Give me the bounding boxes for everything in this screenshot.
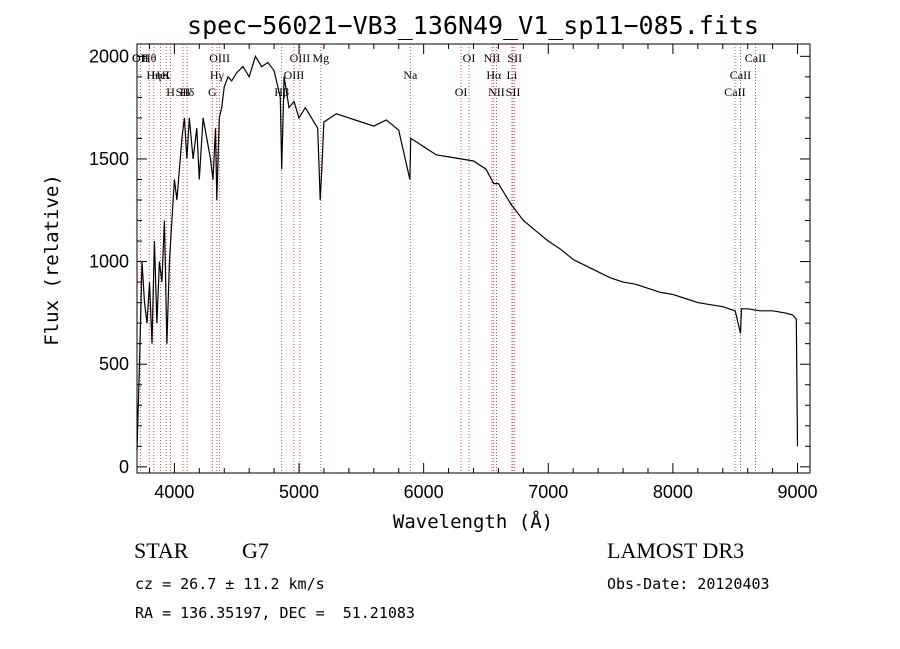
spectral-subclass: G7 [242, 538, 269, 563]
x-tick-label: 6000 [404, 482, 444, 502]
line-label: OII [132, 51, 149, 65]
observation-date: Obs-Date: 20120403 [607, 575, 770, 593]
line-label: CaII [730, 68, 751, 82]
spectrum-line [136, 54, 799, 451]
line-label-group: HθKHδOIIHeISIIOIIHηHOIIIHγGOIIIOIIIHβMgN… [132, 51, 766, 99]
line-label: G [208, 85, 217, 99]
line-label: OI [455, 85, 468, 99]
redshift-velocity: cz = 26.7 ± 11.2 km/s [135, 575, 325, 593]
plot-frame [136, 43, 811, 474]
line-label: Hα [486, 68, 502, 82]
y-tick-label: 2000 [89, 46, 129, 66]
y-tick-label: 0 [119, 457, 129, 477]
line-label: Hη [146, 68, 161, 82]
line-label: Hγ [210, 68, 225, 82]
line-label: OI [463, 51, 476, 65]
line-marker-group [139, 44, 756, 473]
chart-title: spec−56021−VB3_136N49_V1_sp11−085.fits [187, 11, 759, 40]
line-label: Li [507, 68, 518, 82]
y-axis-ticks: 0 500 1000 1500 2000 [89, 46, 810, 477]
y-axis-label: Flux (relative) [41, 174, 63, 346]
x-tick-label: 5000 [279, 482, 319, 502]
object-class: STAR [134, 538, 189, 563]
line-label: Mg [312, 51, 329, 65]
y-tick-label: 1000 [89, 252, 129, 272]
x-tick-label: 9000 [778, 482, 818, 502]
line-label: Na [403, 68, 418, 82]
line-label: Hδ [180, 85, 195, 99]
line-label: HeI [152, 68, 170, 82]
line-label: CaII [724, 85, 745, 99]
coordinates: RA = 136.35197, DEC = 51.21083 [135, 604, 415, 622]
x-axis-ticks: 4000 5000 6000 7000 8000 9000 [148, 44, 818, 502]
line-label: SII [507, 51, 522, 65]
line-label: SII [506, 85, 521, 99]
line-label: OII [132, 51, 149, 65]
y-tick-label: 500 [99, 354, 129, 374]
x-tick-label: 8000 [653, 482, 693, 502]
x-axis-label: Wavelength (Å) [393, 510, 553, 533]
x-tick-label: 4000 [154, 482, 194, 502]
line-label: SII [176, 85, 191, 99]
line-label: H [166, 85, 175, 99]
line-label: NII [488, 85, 505, 99]
y-tick-label: 1500 [89, 149, 129, 169]
line-label: Hθ [142, 51, 157, 65]
line-label: OIII [290, 51, 311, 65]
line-label: NII [484, 51, 501, 65]
line-label: K [162, 68, 171, 82]
x-tick-label: 7000 [528, 482, 568, 502]
line-label: OIII [284, 68, 305, 82]
line-label: CaII [745, 51, 766, 65]
survey-name: LAMOST DR3 [607, 538, 745, 563]
line-label: OIII [209, 51, 230, 65]
